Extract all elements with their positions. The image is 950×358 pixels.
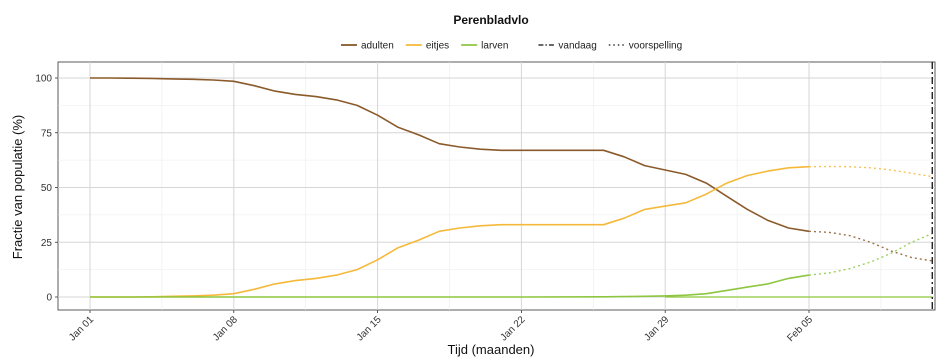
eitjes-observed-line xyxy=(90,165,810,298)
plot-panel xyxy=(57,61,936,311)
plot-area: Jan 01 Jan 08 Jan 15 Jan 22 Jan 29 Feb 050255… xyxy=(35,61,936,344)
forecast-legend-label: voorspelling xyxy=(629,41,682,52)
y-tick-label: 50 xyxy=(41,183,53,194)
adulten-legend-label: adulten xyxy=(361,41,394,52)
adulten-forecast-line xyxy=(808,230,933,262)
y-tick-label: 25 xyxy=(41,238,53,249)
chart-title: Perenbladvlo xyxy=(453,13,528,27)
y-tick-label: 0 xyxy=(46,293,52,304)
larven-observed-line xyxy=(90,274,810,298)
eitjes-legend-label: eitjes xyxy=(426,41,449,52)
eitjes-forecast-line xyxy=(808,165,933,178)
y-axis-title: Fractie van populatie (%) xyxy=(10,115,25,260)
larven-forecast-line xyxy=(808,232,933,276)
y-tick-label: 75 xyxy=(41,128,53,139)
today-legend-label: vandaag xyxy=(558,41,596,52)
x-axis-title: Tijd (maanden) xyxy=(448,342,535,357)
y-tick-label: 100 xyxy=(35,74,52,85)
legend: adulten eitjes larven vandaag voorspelling xyxy=(341,41,682,52)
larven-legend-label: larven xyxy=(481,41,508,52)
adulten-observed-line xyxy=(90,77,810,233)
